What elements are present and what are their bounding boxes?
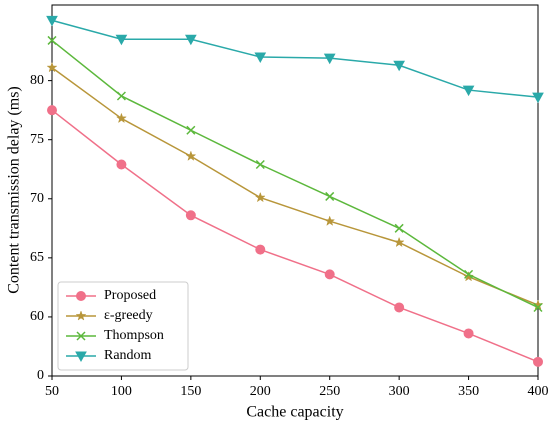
x-tick-label: 400 xyxy=(528,384,549,399)
marker xyxy=(325,191,335,201)
y-tick-label: 0 xyxy=(37,368,44,383)
x-tick-label: 350 xyxy=(458,384,479,399)
marker xyxy=(463,271,474,282)
legend-label: ε-greedy xyxy=(104,308,153,323)
y-tick-label: 60 xyxy=(30,309,44,324)
legend-label: Random xyxy=(104,348,152,363)
y-tick-label: 75 xyxy=(30,132,44,147)
y-axis-label: Content transmission delay (ms) xyxy=(6,86,23,294)
series-line xyxy=(51,67,539,306)
marker xyxy=(393,60,405,72)
y-tick-label: 70 xyxy=(30,191,44,206)
marker xyxy=(533,356,543,367)
legend-marker xyxy=(75,351,87,363)
legend-marker xyxy=(76,291,86,301)
marker xyxy=(463,328,474,339)
y-tick-label: 65 xyxy=(30,250,44,265)
marker xyxy=(532,92,544,104)
x-tick-label: 50 xyxy=(45,384,59,399)
marker xyxy=(254,191,266,203)
x-tick-label: 250 xyxy=(319,384,340,399)
marker xyxy=(46,61,58,73)
marker xyxy=(324,269,335,280)
marker xyxy=(323,53,336,65)
marker xyxy=(394,223,404,233)
y-tick-label: 80 xyxy=(30,73,44,88)
x-axis-label: Cache capacity xyxy=(246,404,343,421)
marker xyxy=(464,269,474,279)
marker xyxy=(393,236,405,248)
marker xyxy=(47,35,57,45)
legend-marker xyxy=(76,331,86,341)
marker xyxy=(254,52,267,64)
marker xyxy=(185,34,197,46)
marker xyxy=(46,15,58,27)
marker xyxy=(185,150,197,161)
x-tick-label: 100 xyxy=(111,384,132,399)
marker xyxy=(185,210,196,221)
marker xyxy=(255,159,265,170)
marker xyxy=(462,85,475,97)
marker xyxy=(255,244,266,255)
marker xyxy=(324,215,336,226)
marker xyxy=(115,112,127,124)
legend-marker xyxy=(75,310,87,321)
marker xyxy=(533,302,543,313)
series-line xyxy=(51,19,539,98)
marker xyxy=(186,125,196,135)
marker xyxy=(116,159,127,170)
plot-frame xyxy=(51,4,539,377)
series-line xyxy=(51,109,539,363)
x-tick-label: 150 xyxy=(180,384,201,399)
legend-label: Thompson xyxy=(104,328,164,343)
marker xyxy=(47,105,57,116)
x-tick-label: 300 xyxy=(389,384,410,399)
legend-box xyxy=(57,281,189,371)
legend-label: Proposed xyxy=(104,288,156,303)
series-line xyxy=(51,39,539,309)
marker xyxy=(116,91,126,101)
marker xyxy=(115,34,128,46)
x-tick-label: 200 xyxy=(250,384,271,399)
marker xyxy=(394,302,405,313)
